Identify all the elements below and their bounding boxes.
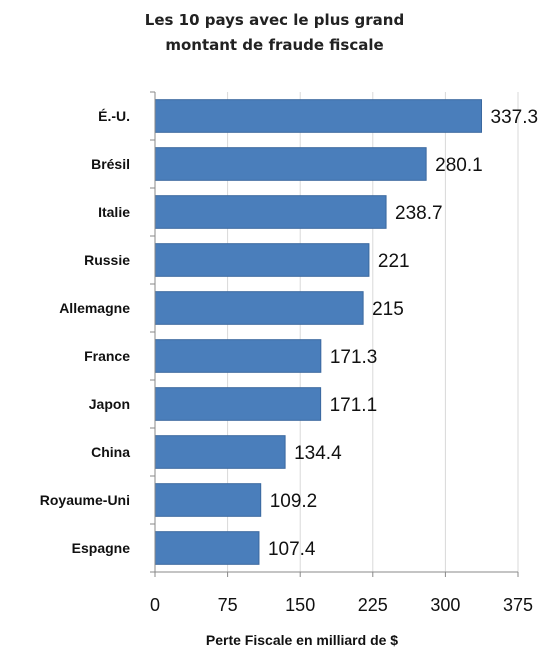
bar (154, 291, 364, 325)
category-label: Royaume-Uni (40, 492, 130, 508)
data-label: 280.1 (435, 155, 483, 176)
data-label: 109.2 (270, 491, 318, 512)
x-tick-label: 75 (218, 595, 238, 615)
bar (154, 435, 286, 469)
bar (154, 387, 322, 421)
category-label: Italie (98, 204, 130, 220)
data-label: 221 (378, 251, 410, 272)
data-label: 134.4 (294, 443, 342, 464)
x-tick-label: 300 (430, 595, 460, 615)
bars (154, 99, 483, 565)
bar (154, 195, 387, 229)
data-label: 238.7 (395, 203, 443, 224)
bar (154, 339, 322, 373)
category-label: Espagne (72, 540, 131, 556)
x-tick-label: 150 (285, 595, 315, 615)
category-label: France (84, 348, 130, 364)
data-label: 215 (372, 299, 404, 320)
chart-title-line-2: montant de fraude fiscale (165, 36, 384, 54)
data-label: 107.4 (268, 539, 316, 560)
bar (154, 99, 483, 133)
bar (154, 243, 370, 277)
labels: 0 75 150 225 300 375 É.-U. 337.3 Brésil 280.1 Ital… (40, 107, 538, 615)
category-label: Allemagne (59, 300, 130, 316)
x-tick-label: 375 (503, 595, 533, 615)
category-label: Brésil (91, 156, 130, 172)
x-axis-title: Perte Fiscale en milliard de $ (206, 632, 398, 648)
chart-title-line-1: Les 10 pays avec le plus grand (144, 11, 405, 29)
data-label: 171.1 (330, 395, 378, 416)
x-tick-label: 225 (358, 595, 388, 615)
category-label: China (91, 444, 130, 460)
bar (154, 483, 262, 517)
data-label: 171.3 (330, 347, 378, 368)
category-label: É.-U. (98, 108, 130, 124)
category-label: Japon (89, 396, 130, 412)
category-label: Russie (84, 252, 130, 268)
bar (154, 147, 427, 181)
x-tick-label: 0 (150, 595, 160, 615)
data-label: 337.3 (491, 107, 539, 128)
axes (150, 91, 519, 577)
bar (154, 531, 260, 565)
